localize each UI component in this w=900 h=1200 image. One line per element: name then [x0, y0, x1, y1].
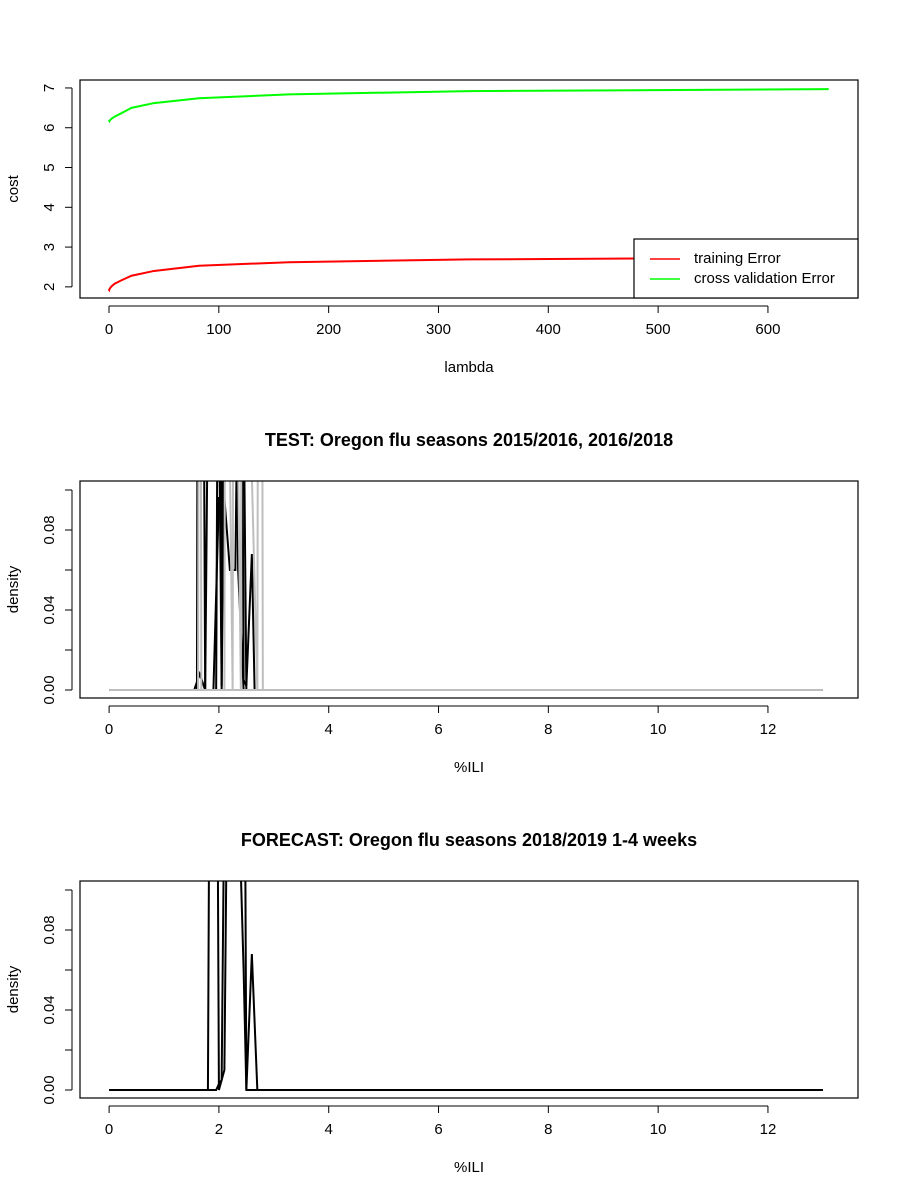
x-tick-label: 100 — [206, 321, 231, 338]
plot-frame — [79, 880, 859, 1099]
x-tick-label: 500 — [646, 321, 671, 338]
y-tick-label: 6 — [41, 124, 58, 132]
x-tick-label: 12 — [760, 721, 777, 738]
data-line — [108, 88, 829, 123]
x-tick-label: 4 — [325, 1121, 333, 1138]
data-line — [109, 881, 823, 1091]
y-tick-label: 4 — [41, 203, 58, 211]
data-line — [109, 481, 823, 691]
data-line — [108, 256, 829, 292]
y-tick-label: 0.04 — [41, 595, 58, 624]
panel: lambda cost 0 100 200 300 400 500 600 2 3 4 5 6 7 train… — [5, 79, 859, 376]
y-tick-label: 7 — [41, 84, 58, 92]
chart-title: FORECAST: Oregon flu seasons 2018/2019 1… — [241, 830, 697, 850]
x-tick-label: 6 — [434, 721, 442, 738]
data-line — [109, 481, 823, 691]
chart-title: TEST: Oregon flu seasons 2015/2016, 2016… — [265, 430, 673, 450]
x-tick-label: 400 — [536, 321, 561, 338]
y-tick-label: 2 — [41, 283, 58, 291]
y-axis-label: cost — [5, 174, 22, 202]
y-tick-label: 0.08 — [41, 915, 58, 944]
legend-label: cross validation Error — [694, 270, 835, 287]
x-tick-label: 300 — [426, 321, 451, 338]
y-tick-label: 0.00 — [41, 1075, 58, 1104]
legend-box — [633, 238, 859, 299]
x-tick-label: 2 — [215, 721, 223, 738]
x-tick-label: 8 — [544, 721, 552, 738]
x-tick-label: 0 — [105, 721, 113, 738]
x-tick-label: 10 — [650, 721, 667, 738]
y-tick-label: 3 — [41, 243, 58, 251]
x-axis-label: lambda — [444, 359, 494, 376]
y-axis-label: density — [5, 565, 22, 613]
x-axis-label: %ILI — [454, 1159, 484, 1176]
x-tick-label: 200 — [316, 321, 341, 338]
x-axis-label: %ILI — [454, 759, 484, 776]
x-tick-label: 12 — [760, 1121, 777, 1138]
x-tick-label: 600 — [755, 321, 780, 338]
panel: FORECAST: Oregon flu seasons 2018/2019 1… — [5, 830, 859, 1176]
x-tick-label: 10 — [650, 1121, 667, 1138]
y-tick-label: 5 — [41, 163, 58, 171]
x-tick-label: 6 — [434, 1121, 442, 1138]
y-tick-label: 0.00 — [41, 675, 58, 704]
x-tick-label: 2 — [215, 1121, 223, 1138]
y-tick-label: 0.08 — [41, 515, 58, 544]
x-tick-label: 0 — [105, 1121, 113, 1138]
y-axis-label: density — [5, 965, 22, 1013]
plot-frame — [79, 480, 859, 699]
panel: TEST: Oregon flu seasons 2015/2016, 2016… — [5, 430, 859, 776]
y-tick-label: 0.04 — [41, 995, 58, 1024]
legend-label: training Error — [694, 250, 781, 267]
x-tick-label: 8 — [544, 1121, 552, 1138]
x-tick-label: 0 — [105, 321, 113, 338]
plot-frame — [79, 79, 859, 299]
x-tick-label: 4 — [325, 721, 333, 738]
